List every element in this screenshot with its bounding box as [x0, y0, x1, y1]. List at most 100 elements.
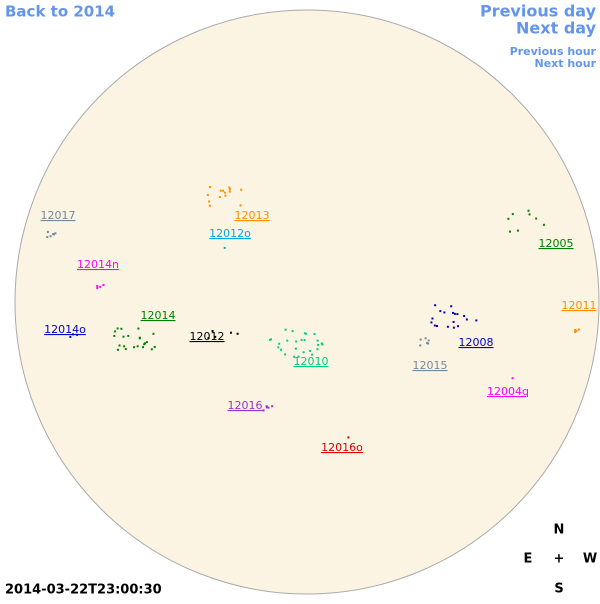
sunspot	[268, 338, 271, 341]
compass-north: N	[554, 523, 565, 538]
sunspot	[265, 406, 268, 409]
region-label[interactable]: 12010	[294, 355, 329, 368]
sunspot	[145, 341, 148, 344]
sunspot	[320, 342, 323, 345]
sunspot	[426, 342, 429, 345]
sunspot	[96, 284, 99, 287]
sunspot	[453, 312, 456, 315]
sunspot	[436, 324, 439, 327]
timestamp: 2014-03-22T23:00:30	[5, 583, 162, 598]
sunspot	[302, 351, 305, 354]
sunspot	[120, 327, 123, 330]
sunspot	[113, 334, 116, 337]
sunspot	[142, 346, 145, 349]
sunspot	[127, 334, 130, 337]
sunspot	[71, 333, 74, 336]
sunspot	[152, 332, 155, 335]
sunspot	[228, 186, 231, 189]
sunspot	[433, 324, 436, 327]
sunspot	[284, 328, 287, 331]
sunspot	[507, 217, 510, 220]
region-label[interactable]: 12004q	[487, 385, 529, 398]
region-label[interactable]: 12016	[228, 399, 263, 412]
sunspot	[122, 335, 125, 338]
sunspot	[316, 348, 319, 351]
sunspot	[511, 213, 514, 216]
region-label[interactable]: 12016o	[321, 441, 363, 454]
sunspot	[54, 232, 57, 235]
sunspot	[316, 339, 319, 342]
compass-center: +	[554, 552, 565, 567]
sunspot	[443, 311, 446, 314]
sunspot	[236, 332, 239, 335]
sunspot	[446, 325, 449, 328]
next-day-link[interactable]: Next day	[516, 19, 597, 38]
sunspot	[223, 191, 226, 194]
sunspot	[277, 346, 280, 349]
sunspot	[286, 339, 289, 342]
region-label[interactable]: 12005	[539, 237, 574, 250]
sunspot	[153, 345, 156, 348]
region-label[interactable]: 12015	[413, 359, 448, 372]
sunspot	[219, 189, 222, 192]
sunspot	[463, 314, 466, 317]
sunspot	[46, 230, 49, 233]
sunspot	[116, 327, 119, 330]
region-label[interactable]: 12014n	[77, 258, 119, 271]
sunspot	[293, 355, 296, 358]
sunspot	[291, 330, 294, 333]
sunspot	[419, 344, 422, 347]
sunspot	[124, 348, 127, 351]
region-label[interactable]: 12012	[190, 330, 225, 343]
sunspot	[224, 194, 227, 197]
sunspot	[311, 353, 314, 356]
region-label[interactable]: 12008	[459, 336, 494, 349]
sunspot	[209, 186, 212, 189]
sunspot	[114, 330, 117, 333]
sunspot	[297, 355, 300, 358]
sunspot	[229, 331, 232, 334]
region-label[interactable]: 12013	[235, 209, 270, 222]
sunspot	[208, 200, 211, 203]
next-hour-link[interactable]: Next hour	[535, 57, 597, 70]
sunspot	[69, 335, 72, 338]
sunspot	[223, 246, 226, 249]
previous-hour-link[interactable]: Previous hour	[510, 45, 597, 58]
sunspot	[575, 329, 578, 332]
region-label[interactable]: 12011	[562, 299, 597, 312]
solar-disk	[14, 9, 600, 595]
sunspot	[511, 377, 514, 380]
sunspot	[527, 209, 530, 212]
region-label[interactable]: 12017	[41, 209, 76, 222]
region-label[interactable]: 12014o	[44, 323, 86, 336]
sunspot	[300, 339, 303, 342]
sunspot	[452, 320, 455, 323]
sunspot	[439, 310, 442, 313]
sunspot	[280, 348, 283, 351]
sunspot	[574, 331, 577, 334]
sunspot	[208, 204, 211, 207]
sunspot	[434, 304, 437, 307]
sunspot	[116, 348, 119, 351]
sunspot	[542, 223, 545, 226]
back-link[interactable]: Back to 2014	[5, 3, 115, 21]
region-label[interactable]: 12012o	[209, 227, 251, 240]
sunspot	[137, 327, 140, 330]
sunspot	[133, 346, 136, 349]
sunspot	[456, 313, 459, 316]
sunspot	[347, 436, 350, 439]
region-label[interactable]: 12014	[141, 309, 176, 322]
sunspot	[49, 235, 52, 238]
sunspot	[577, 328, 580, 331]
sunspot	[304, 332, 307, 335]
sunspot	[313, 332, 316, 335]
sunspot	[419, 338, 422, 341]
sunspot	[284, 353, 287, 356]
sunspot	[99, 285, 102, 288]
sunspot	[317, 343, 320, 346]
sunspot	[456, 325, 459, 328]
sunspot	[76, 333, 79, 336]
sunspot	[424, 337, 427, 340]
previous-day-link[interactable]: Previous day	[480, 2, 597, 21]
sunspot	[294, 347, 297, 350]
